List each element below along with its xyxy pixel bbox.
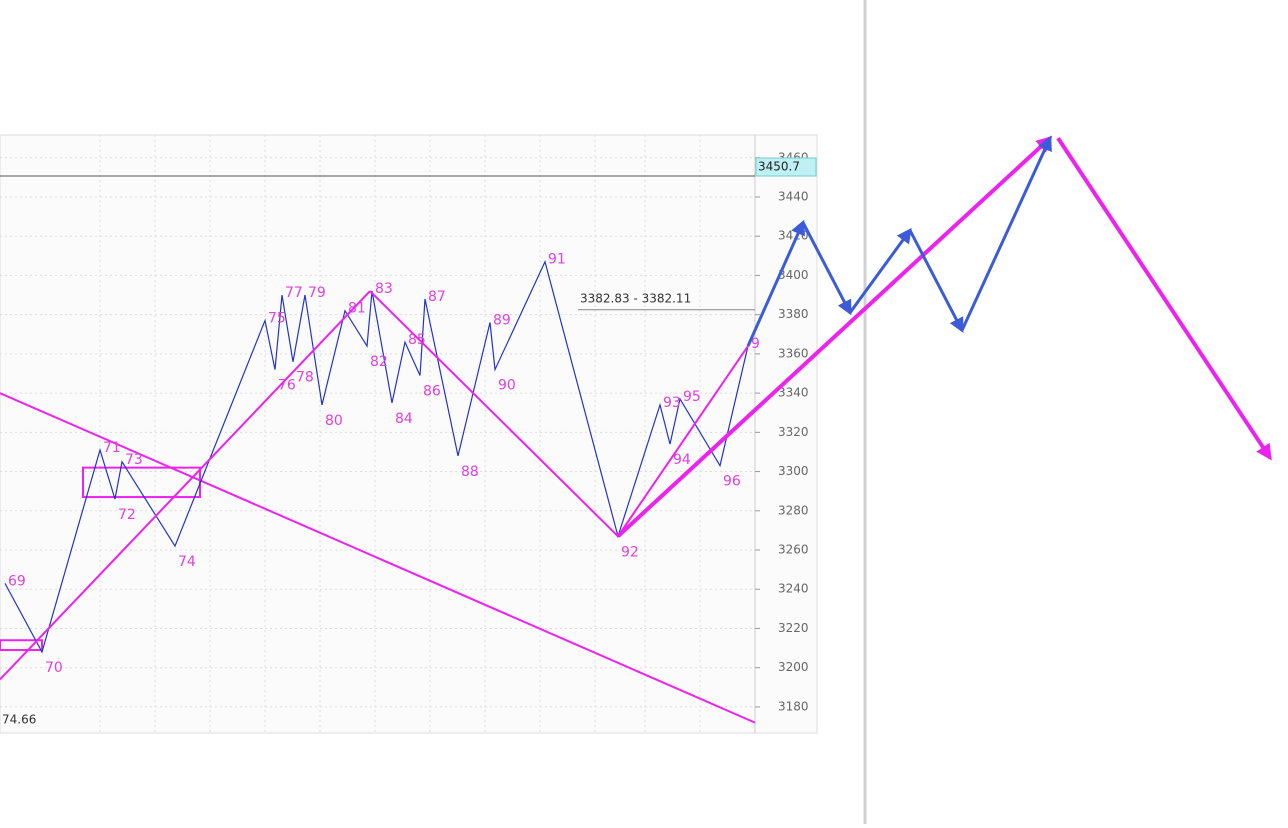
wave-label: 96: [723, 474, 741, 490]
forecast-line: [617, 345, 749, 537]
wave-label: 83: [375, 281, 393, 297]
projection-arrow: [848, 227, 912, 314]
wave-label: 84: [395, 411, 413, 427]
wave-label: 70: [45, 660, 63, 676]
consolidation-box: [0, 639, 43, 652]
projection-arrow: [801, 221, 852, 316]
y-tick-label: 3180: [778, 699, 809, 713]
plot-area: [0, 134, 818, 734]
y-tick-label: 3360: [778, 346, 809, 360]
wave-label: 86: [423, 383, 441, 399]
wave-label: 94: [673, 452, 691, 468]
y-tick-label: 3420: [778, 229, 809, 243]
y-tick-label: 3400: [778, 268, 809, 282]
wave-label: 71: [103, 440, 121, 456]
y-tick-label: 3220: [778, 621, 809, 635]
wave-label: 85: [408, 332, 426, 348]
wave-zigzag: [4, 259, 749, 654]
wave-label: 73: [125, 452, 143, 468]
projection-arrow: [746, 219, 805, 347]
wave-label: 90: [498, 378, 516, 394]
forecast-line: [369, 290, 619, 537]
last-price-label: 3450.7: [758, 159, 800, 173]
wave-label: 87: [428, 289, 446, 305]
wave-label: 78: [296, 370, 314, 386]
last-price-box: [755, 157, 817, 177]
wave-label: 72: [118, 507, 136, 523]
wave-label: 93: [663, 395, 681, 411]
wave-label: 88: [461, 464, 479, 480]
wave-label: 82: [370, 354, 388, 370]
wave-label: 69: [8, 573, 26, 589]
y-tick-label: 3300: [778, 464, 809, 478]
forecast-line: [616, 135, 1053, 538]
y-tick-label: 3260: [778, 543, 809, 557]
wave-label: 79: [308, 285, 326, 301]
forecast-line: [0, 290, 371, 681]
y-tick-label: 3200: [778, 660, 809, 674]
projection-arrow: [960, 135, 1052, 331]
wave-label: 81: [348, 301, 366, 317]
corner-label: 74.66: [2, 713, 36, 727]
wave-label: 91: [548, 252, 566, 268]
trendline: [0, 392, 756, 724]
grid: 3180 3200 3220 3240 3260 3280 3300 3320 3340 3360…: [0, 150, 809, 713]
wave-label: 95: [683, 389, 701, 405]
y-tick-label: 3320: [778, 425, 809, 439]
y-tick-label: 3240: [778, 582, 809, 596]
range-label: 3382.83 - 3382.11: [580, 291, 691, 305]
wave-label: 89: [493, 313, 511, 329]
forecast-line: [1056, 137, 1272, 461]
y-tick-label: 3440: [778, 189, 809, 203]
wave-label: 92: [621, 544, 639, 560]
wave-label: 80: [325, 413, 343, 429]
wave-label: 74: [178, 554, 196, 570]
y-tick-label: 3380: [778, 307, 809, 321]
wave-label: 75: [268, 311, 286, 327]
y-tick-label: 3280: [778, 503, 809, 517]
y-tick-label: 3340: [778, 386, 809, 400]
projection-arrow: [908, 229, 964, 334]
wave-label: 9: [751, 336, 760, 352]
wave-label: 77: [285, 285, 303, 301]
